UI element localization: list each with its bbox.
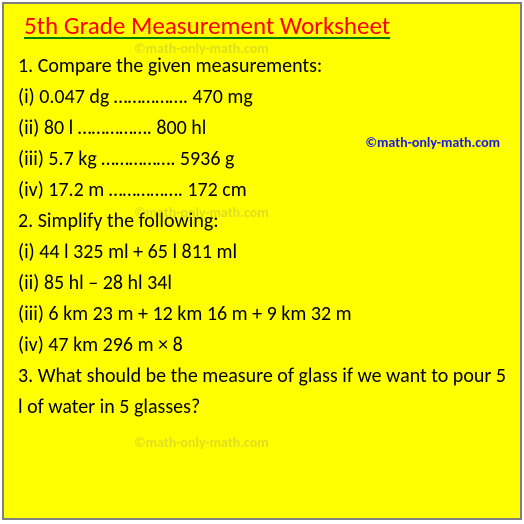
section2-item: (ii) 85 hl – 28 hl 34l — [18, 268, 506, 299]
section3-prompt: 3. What should be the measure of glass i… — [18, 361, 506, 423]
section2-item: (iii) 6 km 23 m + 12 km 16 m + 9 km 32 m — [18, 299, 506, 330]
worksheet-title: 5th Grade Measurement Worksheet — [24, 10, 506, 41]
section2-item: (i) 44 l 325 ml + 65 l 811 ml — [18, 237, 506, 268]
section1-item: (i) 0.047 dg ……………. 470 mg — [18, 82, 506, 113]
watermark-bottom: ©math-only-math.com — [134, 434, 269, 451]
section1-item: (iv) 17.2 m ……………. 172 cm — [18, 175, 506, 206]
watermark-right: ©math-only-math.com — [365, 134, 500, 151]
worksheet-container: ©math-only-math.com ©math-only-math.com … — [2, 2, 522, 520]
watermark-middle: ©math-only-math.com — [134, 204, 269, 221]
section2-item: (iv) 47 km 296 m × 8 — [18, 330, 506, 361]
watermark-top: ©math-only-math.com — [134, 40, 269, 57]
